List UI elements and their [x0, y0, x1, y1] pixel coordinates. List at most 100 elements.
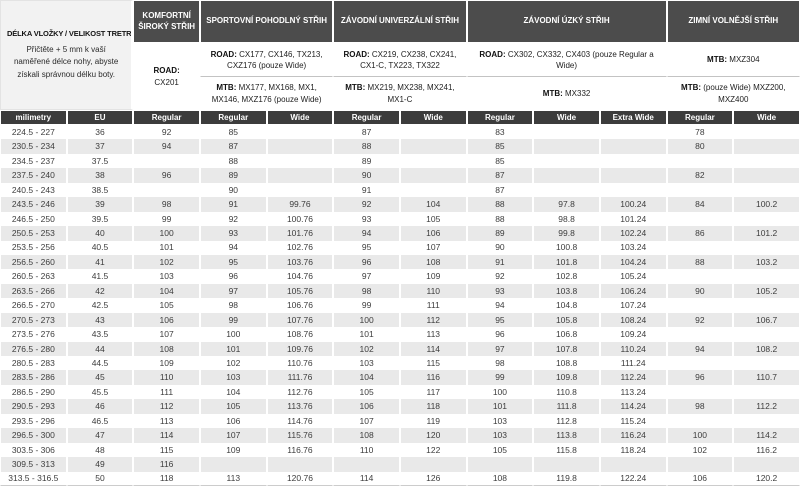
- models-prefix: ROAD:: [479, 49, 506, 59]
- cell-size-value: [733, 168, 800, 183]
- cell-size-value: 115: [399, 356, 467, 371]
- cell-size-value: 108.8: [533, 356, 600, 371]
- cell-eu-size: 40: [66, 226, 134, 241]
- cell-size-value: 112.76: [266, 384, 334, 400]
- models-list: CX201: [154, 77, 179, 87]
- models-komfortni: ROAD: CX201: [133, 43, 200, 110]
- models-zavodni-univerzalni-road: ROAD: CX219, CX238, CX241, CX1-C, TX223,…: [333, 43, 467, 77]
- table-row: 234.5 - 237 37.5 88 89 85: [0, 153, 800, 169]
- cell-size-value: 101.2: [733, 226, 800, 241]
- cell-size-value: [266, 125, 334, 140]
- cell-size-value: 101: [333, 327, 400, 342]
- table-row: 293.5 - 296 46.5 113 106 114.76 107 119 103 112.…: [0, 413, 800, 429]
- cell-size-value: 105.8: [533, 312, 600, 328]
- cell-size-value: 100: [466, 384, 534, 400]
- cell-eu-size: 38: [66, 168, 134, 183]
- cell-eu-size: 40.5: [66, 240, 134, 255]
- cell-size-value: 114.24: [599, 399, 667, 414]
- cell-size-value: 108: [333, 428, 400, 443]
- cell-size-value: [733, 384, 800, 400]
- column-header-milimetry: milimetry: [0, 110, 67, 125]
- cell-size-value: 96: [133, 168, 200, 183]
- cell-size-value: 93: [466, 283, 534, 299]
- cell-millimeters: 303.5 - 306: [0, 442, 67, 458]
- cell-size-value: 95: [199, 254, 267, 270]
- cell-size-value: 114.76: [266, 413, 334, 429]
- cell-size-value: 115: [133, 442, 200, 458]
- cell-millimeters: 293.5 - 296: [0, 413, 67, 429]
- cell-size-value: 118: [399, 399, 467, 414]
- column-header-wide: Wide: [266, 110, 334, 125]
- cell-size-value: 122: [399, 442, 467, 458]
- cell-size-value: 88: [466, 211, 534, 227]
- cell-size-value: 83: [466, 125, 534, 140]
- cell-size-value: 111.76: [266, 370, 334, 385]
- cell-eu-size: 43: [66, 312, 134, 328]
- column-header-regular: Regular: [466, 110, 534, 125]
- cell-size-value: [666, 211, 734, 227]
- cell-millimeters: 313.5 - 316.5: [0, 471, 67, 486]
- cell-size-value: 102: [333, 341, 400, 356]
- cell-size-value: 94: [333, 226, 400, 241]
- chart-title: DÉLKA VLOŽKY / VELIKOST TRETRY: [7, 28, 134, 38]
- cell-size-value: [599, 139, 667, 154]
- cell-size-value: 103: [466, 413, 534, 429]
- cell-size-value: 101.24: [599, 211, 667, 227]
- table-row: 266.5 - 270 42.5 105 98 106.76 99 111 94 104.8 10…: [0, 298, 800, 313]
- cell-size-value: 110: [399, 283, 467, 299]
- cell-size-value: 108: [133, 341, 200, 356]
- cell-size-value: 101: [133, 240, 200, 255]
- cell-size-value: 92: [199, 211, 267, 227]
- cell-eu-size: 47: [66, 428, 134, 443]
- road-models-row: ROAD: CX201 ROAD: CX177, CX146, TX213, C…: [0, 43, 800, 110]
- cell-size-value: 112.24: [599, 370, 667, 385]
- table-row: 243.5 - 246 39 98 91 99.76 92 104 88 97.8 100.24 8…: [0, 197, 800, 212]
- cell-size-value: 115.76: [266, 428, 334, 443]
- cell-size-value: 111.24: [599, 356, 667, 371]
- cell-size-value: [599, 457, 667, 472]
- cell-millimeters: 309.5 - 313: [0, 457, 67, 472]
- cell-size-value: [266, 457, 334, 472]
- cell-eu-size: 42.5: [66, 298, 134, 313]
- cell-millimeters: 290.5 - 293: [0, 399, 67, 414]
- cell-size-value: 110: [333, 442, 400, 458]
- cell-eu-size: 46.5: [66, 413, 134, 429]
- chart-note: Přičtěte + 5 mm k vaší naměřené délce no…: [13, 44, 119, 79]
- cell-size-value: 87: [466, 182, 534, 198]
- column-header-regular: Regular: [133, 110, 200, 125]
- cell-size-value: 87: [333, 125, 400, 140]
- cell-eu-size: 41.5: [66, 269, 134, 284]
- table-row: 224.5 - 227 36 92 85 87 83 78: [0, 125, 800, 140]
- cell-size-value: 94: [666, 341, 734, 356]
- cell-millimeters: 230.5 - 234: [0, 139, 67, 154]
- cell-size-value: [266, 153, 334, 169]
- models-zavodni-univerzalni-mtb: MTB: MX219, MX238, MX241, MX1-C: [333, 77, 467, 110]
- cell-size-value: 117: [399, 384, 467, 400]
- cell-size-value: 105.76: [266, 283, 334, 299]
- cell-size-value: 107: [133, 327, 200, 342]
- cell-millimeters: 250.5 - 253: [0, 226, 67, 241]
- cell-eu-size: 37: [66, 139, 134, 154]
- cell-size-value: 107: [333, 413, 400, 429]
- cell-size-value: [533, 168, 600, 183]
- cell-size-value: 90: [333, 168, 400, 183]
- models-prefix: ROAD:: [343, 49, 370, 59]
- cell-size-value: 106: [399, 226, 467, 241]
- column-header-row: milimetry EU Regular Regular Wide Regula…: [0, 110, 800, 125]
- models-prefix: ROAD:: [210, 49, 237, 59]
- cell-millimeters: 256.5 - 260: [0, 254, 67, 270]
- cell-size-value: [666, 298, 734, 313]
- cell-size-value: 97.8: [533, 197, 600, 212]
- cell-size-value: 98: [666, 399, 734, 414]
- cell-size-value: [133, 153, 200, 169]
- cell-size-value: 89: [333, 153, 400, 169]
- cell-eu-size: 50: [66, 471, 134, 486]
- cell-eu-size: 43.5: [66, 327, 134, 342]
- cell-millimeters: 237.5 - 240: [0, 168, 67, 183]
- cell-millimeters: 224.5 - 227: [0, 125, 67, 140]
- cell-size-value: 104: [333, 370, 400, 385]
- cell-size-value: 112.8: [533, 413, 600, 429]
- cell-size-value: 88: [466, 197, 534, 212]
- cell-size-value: 102.24: [599, 226, 667, 241]
- cell-size-value: 106: [199, 413, 267, 429]
